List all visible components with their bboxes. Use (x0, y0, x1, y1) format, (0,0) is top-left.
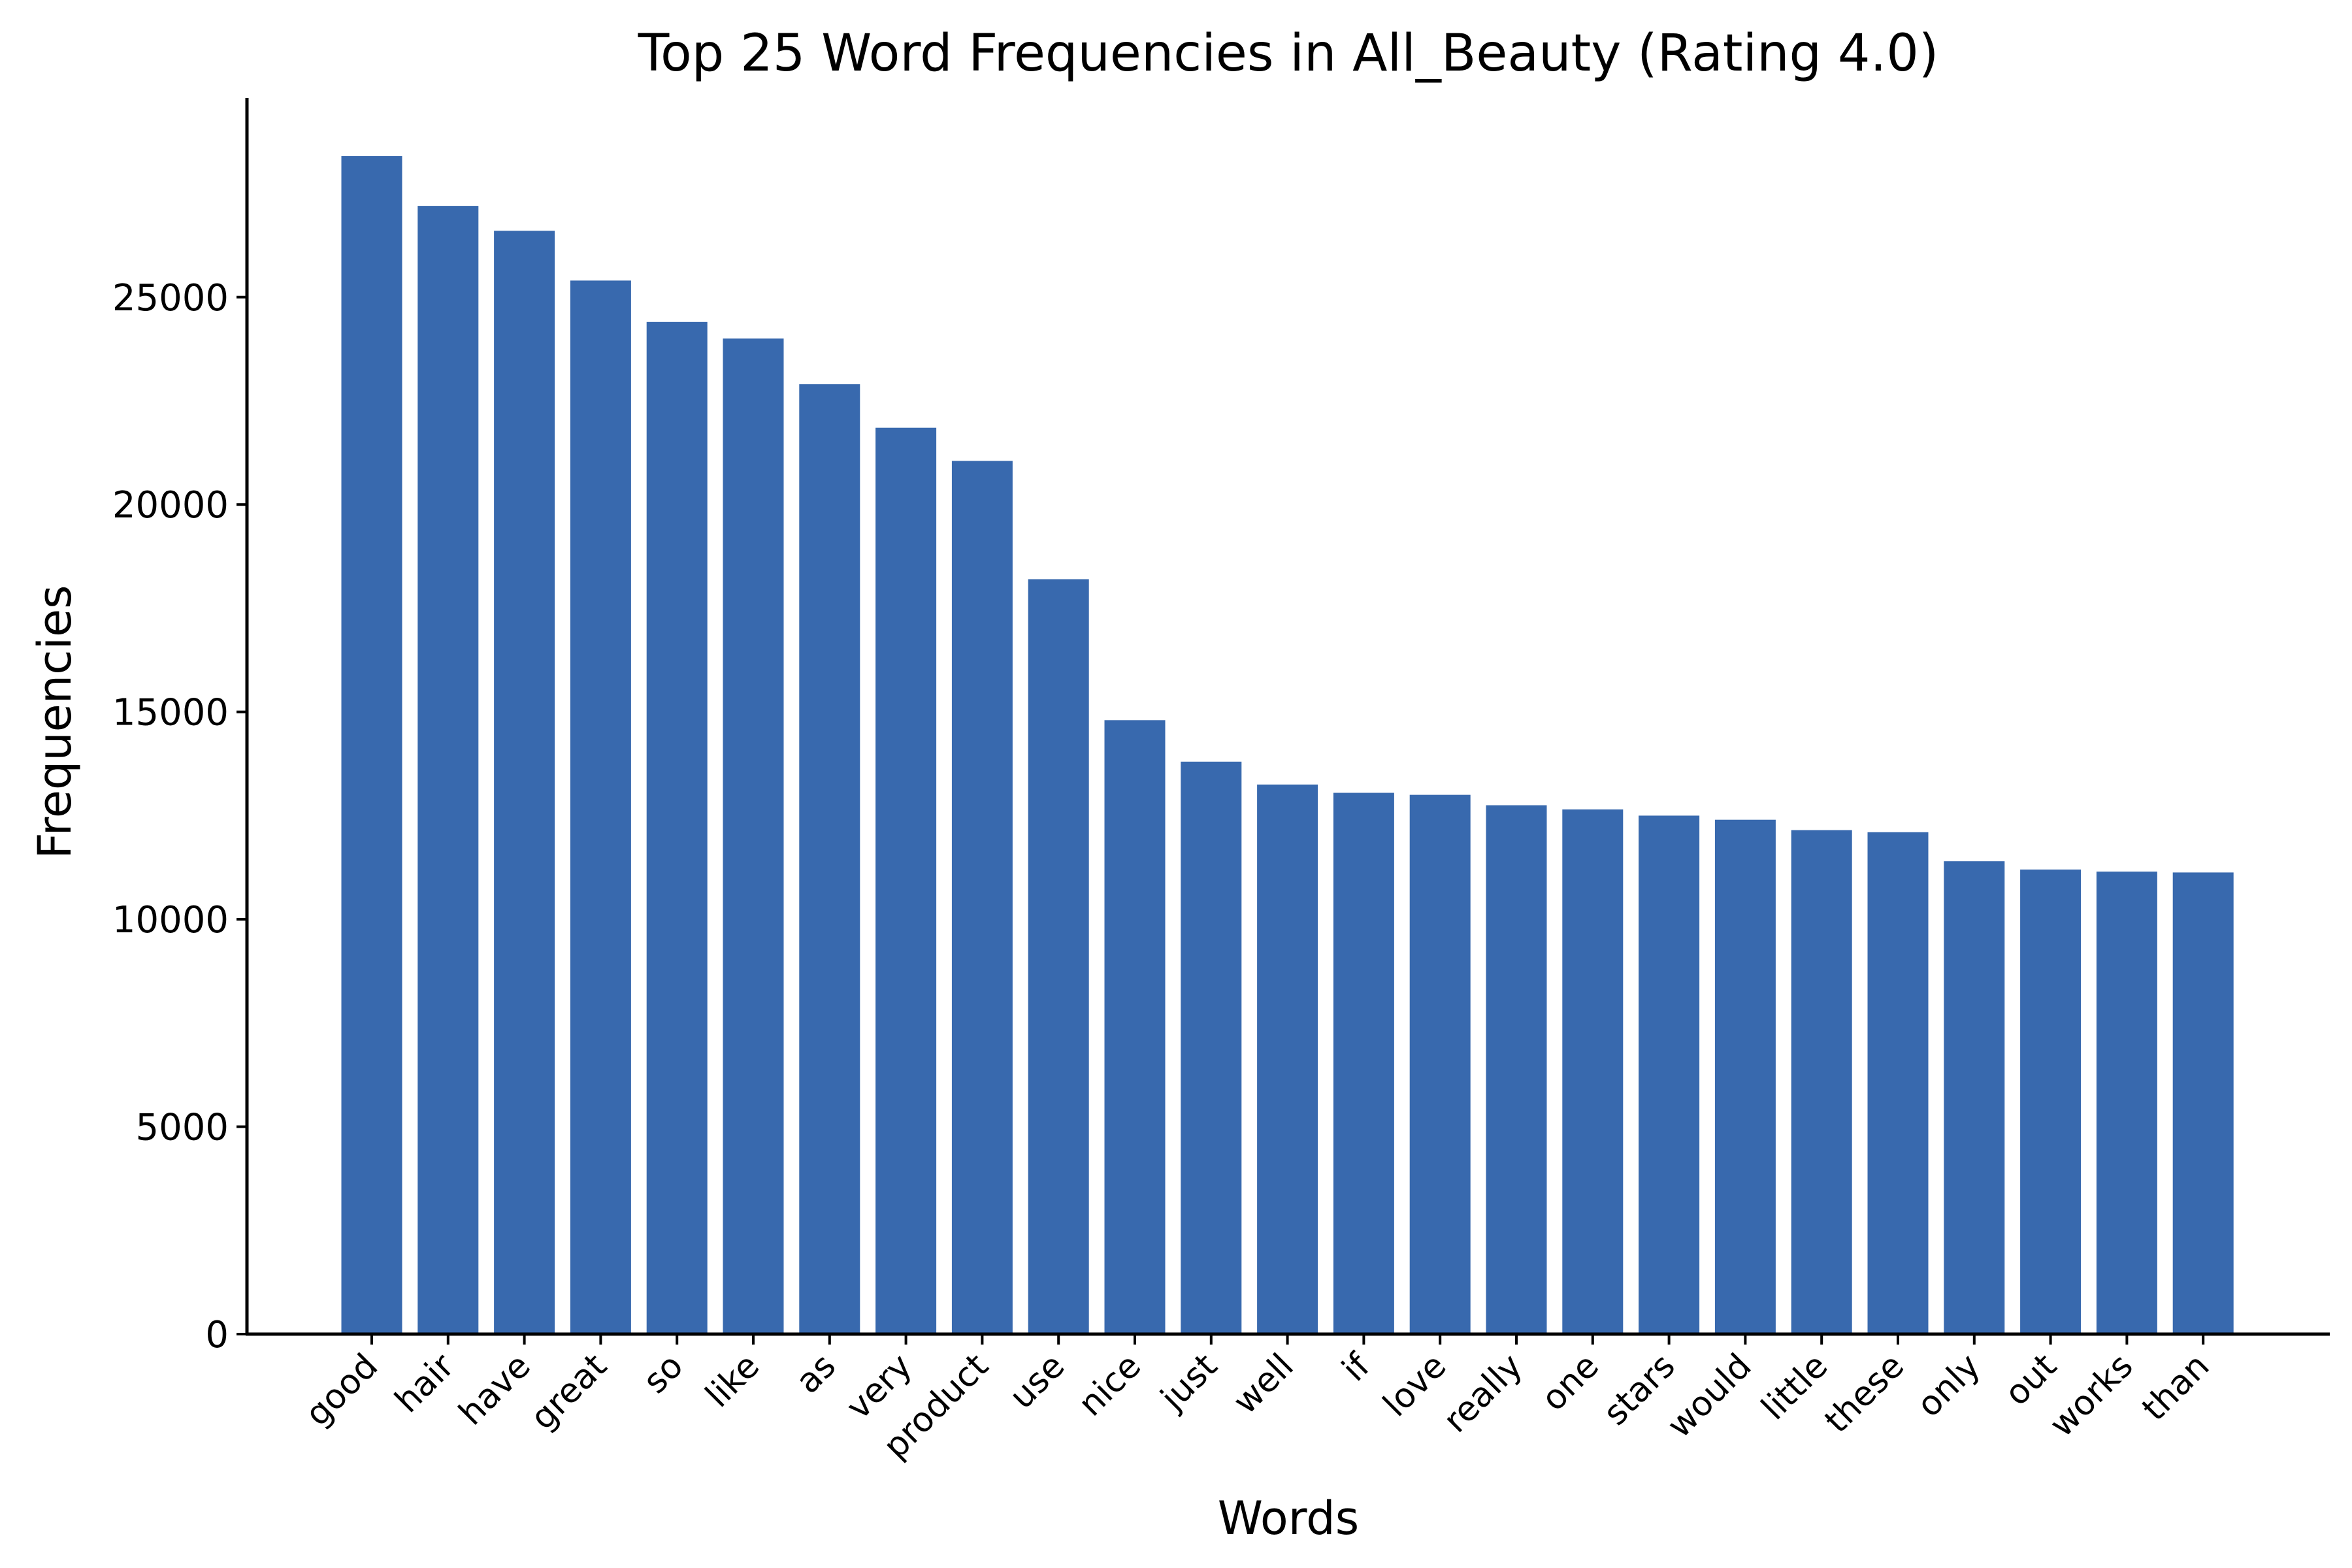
x-tick-label-these: these (1818, 1347, 1912, 1441)
x-axis-label: Words (1218, 1492, 1359, 1545)
x-tick-label-as: as (789, 1347, 843, 1401)
y-axis-ticks: 0 5000 10000 15000 20000 25000 (112, 277, 247, 1356)
bar-one (1562, 809, 1624, 1334)
bar-just (1181, 761, 1242, 1334)
x-tick-label-only: only (1910, 1347, 1988, 1425)
bar-if (1333, 792, 1394, 1334)
x-tick-label-nice: nice (1071, 1347, 1149, 1424)
bar-like (723, 338, 784, 1335)
bar-as (799, 384, 860, 1334)
x-tick-label-like: like (698, 1347, 767, 1415)
y-tick-label: 15000 (112, 692, 229, 734)
x-tick-label-great: great (523, 1347, 615, 1438)
bar-really (1486, 805, 1547, 1334)
x-tick-label-than: than (2134, 1347, 2217, 1429)
bar-love (1409, 794, 1471, 1334)
y-axis-label: Frequencies (28, 585, 82, 858)
x-tick-label-good: good (298, 1347, 385, 1434)
x-tick-label-out: out (1997, 1347, 2065, 1414)
bars-layer (341, 155, 2234, 1335)
x-tick-label-works: works (2042, 1347, 2141, 1445)
x-tick-label-hair: hair (387, 1346, 462, 1420)
bar-great (570, 280, 631, 1334)
bar-would (1714, 819, 1776, 1334)
bar-than (2172, 872, 2234, 1334)
bar-have (494, 231, 555, 1335)
bar-nice (1104, 720, 1166, 1334)
bar-so (646, 321, 708, 1334)
x-tick-label-use: use (1002, 1347, 1073, 1417)
bar-product (951, 461, 1013, 1334)
bar-use (1028, 579, 1089, 1334)
x-tick-label-well: well (1226, 1347, 1301, 1422)
bar-works (2096, 872, 2157, 1334)
x-tick-label-so: so (636, 1347, 691, 1401)
x-tick-label-one: one (1534, 1347, 1607, 1419)
bar-little (1791, 830, 1852, 1334)
x-tick-label-have: have (451, 1347, 538, 1433)
y-tick-label: 10000 (112, 899, 229, 941)
bar-good (341, 155, 402, 1334)
bar-these (1867, 832, 1929, 1334)
x-tick-label-would: would (1660, 1347, 1759, 1446)
bar-stars (1639, 815, 1700, 1334)
y-tick-label: 20000 (112, 484, 229, 527)
bar-out (2020, 869, 2082, 1334)
y-tick-label: 25000 (112, 277, 229, 319)
y-tick-label: 0 (205, 1314, 229, 1356)
x-tick-label-really: really (1436, 1347, 1530, 1441)
chart-title: Top 25 Word Frequencies in All_Beauty (R… (638, 24, 1939, 83)
y-tick-label: 5000 (135, 1107, 229, 1149)
bar-only (1944, 861, 2005, 1334)
bar-hair (417, 206, 479, 1335)
x-tick-label-if: if (1335, 1346, 1379, 1390)
bar-very (875, 427, 937, 1335)
x-tick-label-just: just (1153, 1347, 1225, 1418)
bar-well (1257, 784, 1318, 1334)
